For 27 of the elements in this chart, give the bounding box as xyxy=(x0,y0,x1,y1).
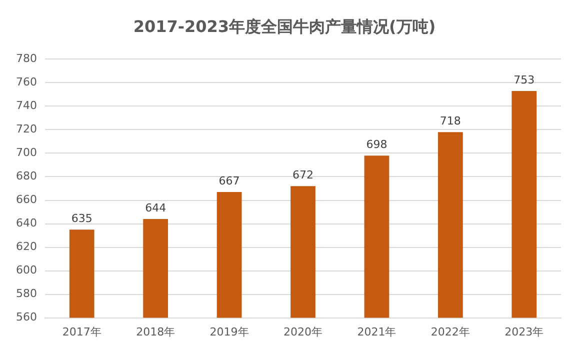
x-tick-label: 2017年 xyxy=(62,325,102,338)
x-tick-label: 2023年 xyxy=(504,325,544,338)
y-tick-label: 580 xyxy=(16,287,37,300)
data-label: 635 xyxy=(71,212,92,225)
x-tick-label: 2019年 xyxy=(210,325,249,338)
data-label: 667 xyxy=(218,174,240,188)
y-tick-label: 560 xyxy=(16,310,37,324)
data-label: 672 xyxy=(292,168,314,182)
y-tick-label: 760 xyxy=(16,76,37,89)
data-label: 718 xyxy=(440,114,461,128)
y-tick-label: 720 xyxy=(16,122,37,136)
data-label: 698 xyxy=(366,138,388,151)
x-tick-label: 2020年 xyxy=(284,325,322,338)
y-tick-label: 660 xyxy=(16,193,37,206)
x-tick-label: 2018年 xyxy=(136,325,176,338)
y-tick-label: 680 xyxy=(16,170,37,183)
data-label: 753 xyxy=(514,73,535,86)
y-tick-label: 600 xyxy=(16,264,37,277)
x-tick-label: 2022年 xyxy=(430,325,470,338)
y-tick-label: 740 xyxy=(16,99,37,112)
data-label: 644 xyxy=(145,201,166,214)
y-tick-label: 620 xyxy=(16,240,37,254)
y-tick-label: 700 xyxy=(16,146,37,160)
x-tick-label: 2021年 xyxy=(357,325,396,338)
y-tick-label: 640 xyxy=(16,216,37,230)
chart-title: 2017-2023年度全国牛肉产量情况(万吨) xyxy=(133,16,436,36)
y-tick-label: 780 xyxy=(16,52,37,66)
